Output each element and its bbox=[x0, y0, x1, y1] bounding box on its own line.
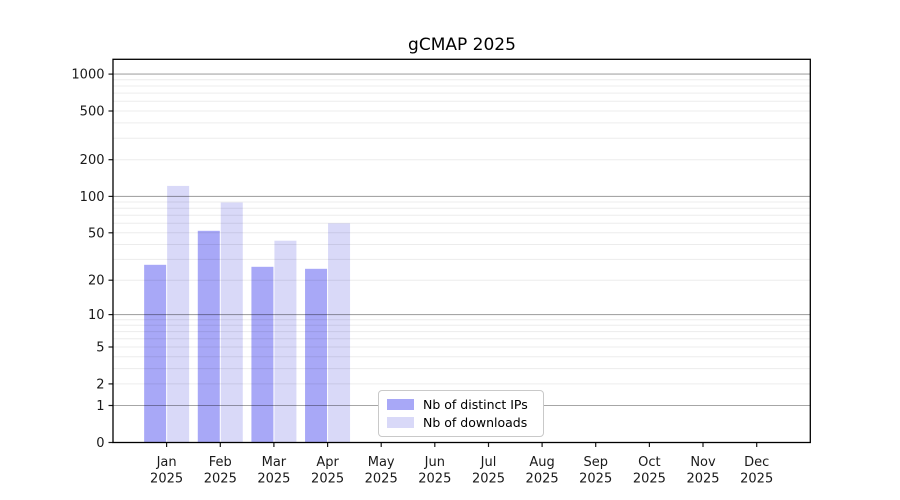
y-tick-label-10: 10 bbox=[88, 308, 105, 323]
legend-item-distinct-ips: Nb of distinct IPs bbox=[387, 397, 533, 412]
legend-swatch-distinct-ips bbox=[387, 399, 414, 410]
bar-downloads-feb bbox=[220, 202, 243, 443]
plot-border bbox=[112, 58, 811, 444]
bar-distinct-ips-jan bbox=[144, 264, 167, 443]
x-tick-label-jan-year: 2025 bbox=[150, 472, 183, 487]
x-tick-label-aug: Aug bbox=[529, 455, 554, 470]
y-tick-label-50: 50 bbox=[88, 226, 105, 241]
bar-downloads-jan bbox=[167, 185, 190, 443]
x-tick-label-dec: Dec bbox=[744, 455, 769, 470]
y-tick-label-2: 2 bbox=[96, 377, 104, 392]
y-tick-label-100: 100 bbox=[80, 190, 105, 205]
x-tick-label-may-year: 2025 bbox=[365, 472, 398, 487]
legend-label-distinct-ips: Nb of distinct IPs bbox=[423, 397, 528, 412]
bar-distinct-ips-apr bbox=[305, 268, 328, 443]
legend-item-downloads: Nb of downloads bbox=[387, 415, 533, 430]
y-tick-label-5: 5 bbox=[96, 341, 104, 356]
x-tick-label-jun: Jun bbox=[424, 455, 445, 470]
bars-layer bbox=[144, 185, 351, 443]
legend-swatch-downloads bbox=[387, 417, 414, 428]
x-tick-label-sep-year: 2025 bbox=[579, 472, 612, 487]
x-tick-label-jul: Jul bbox=[480, 455, 497, 470]
bar-distinct-ips-feb bbox=[197, 230, 220, 443]
bar-distinct-ips-mar bbox=[251, 266, 274, 443]
x-tick-label-mar-year: 2025 bbox=[257, 472, 290, 487]
y-axis-layer: 0 1 2 5 10 20 50 100 200 500 1000 bbox=[71, 68, 113, 451]
y-tick-label-1: 1 bbox=[96, 399, 104, 414]
x-tick-label-jan: Jan bbox=[156, 455, 177, 470]
y-tick-label-500: 500 bbox=[80, 105, 105, 120]
x-tick-label-jun-year: 2025 bbox=[418, 472, 451, 487]
chart-legend: Nb of distinct IPs Nb of downloads bbox=[378, 390, 544, 437]
x-tick-label-nov: Nov bbox=[690, 455, 716, 470]
y-tick-label-1000: 1000 bbox=[71, 68, 104, 83]
x-tick-label-apr-year: 2025 bbox=[311, 472, 344, 487]
bar-downloads-mar bbox=[274, 240, 297, 443]
y-tick-label-0: 0 bbox=[96, 436, 104, 451]
x-tick-label-feb-year: 2025 bbox=[204, 472, 237, 487]
x-tick-label-apr: Apr bbox=[316, 455, 339, 470]
y-tick-label-200: 200 bbox=[80, 153, 105, 168]
x-tick-label-oct-year: 2025 bbox=[633, 472, 666, 487]
x-axis-layer: Jan 2025 Feb 2025 Mar 2025 Apr 2025 May 2025 Jun 20… bbox=[150, 442, 773, 487]
x-tick-label-jul-year: 2025 bbox=[472, 472, 505, 487]
x-tick-label-sep: Sep bbox=[583, 455, 608, 470]
x-tick-label-oct: Oct bbox=[638, 455, 660, 470]
chart-title: gCMAP 2025 bbox=[408, 35, 516, 55]
legend-label-downloads: Nb of downloads bbox=[423, 415, 528, 430]
x-tick-label-dec-year: 2025 bbox=[740, 472, 773, 487]
x-tick-label-may: May bbox=[368, 455, 395, 470]
x-tick-label-nov-year: 2025 bbox=[686, 472, 719, 487]
bar-downloads-apr bbox=[328, 223, 351, 443]
x-tick-label-mar: Mar bbox=[262, 455, 287, 470]
x-tick-label-aug-year: 2025 bbox=[526, 472, 559, 487]
y-tick-label-20: 20 bbox=[88, 274, 105, 289]
x-tick-label-feb: Feb bbox=[209, 455, 232, 470]
minor-gridlines-layer bbox=[113, 79, 811, 385]
